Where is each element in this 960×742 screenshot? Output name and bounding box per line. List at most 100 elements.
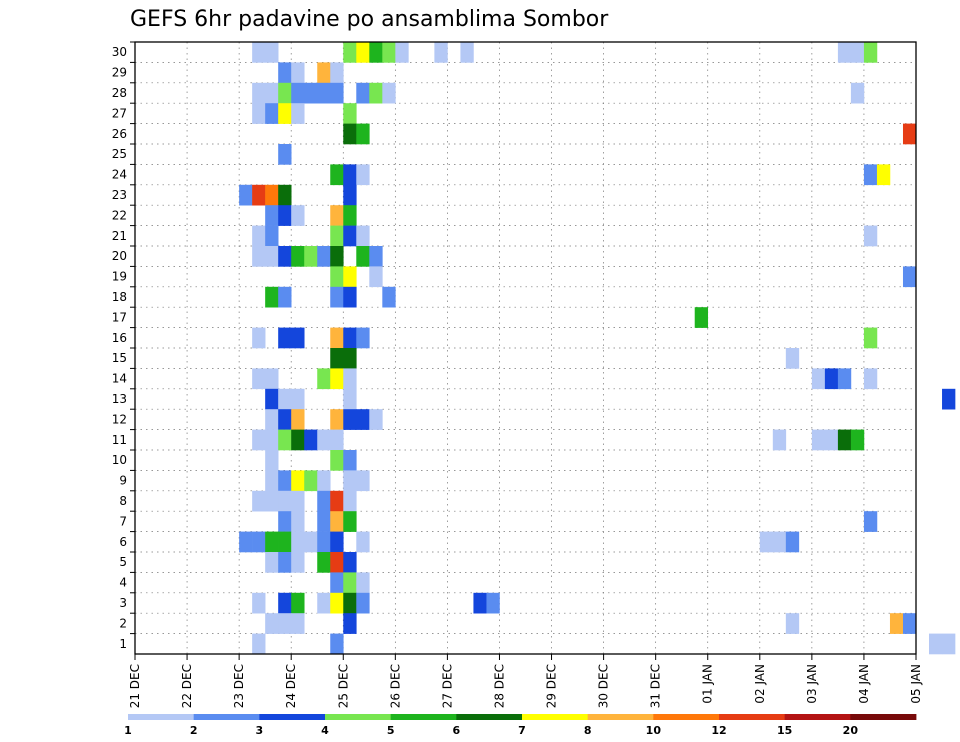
heatmap-cell (343, 552, 357, 573)
heatmap-cell (863, 511, 878, 532)
heatmap-cell (265, 246, 279, 267)
heatmap-cell (291, 470, 305, 492)
heatmap-cell (330, 592, 344, 614)
heatmap-cell (356, 531, 370, 553)
colorbar-swatch (587, 714, 654, 720)
y-tick-label: 14 (112, 372, 127, 386)
colorbar-label: 6 (453, 724, 461, 737)
heatmap-cell (265, 205, 279, 226)
heatmap-cell (330, 205, 344, 226)
heatmap-cell (252, 429, 266, 451)
heatmap-cell (304, 82, 318, 104)
colorbar-swatch (193, 714, 260, 720)
heatmap-cell (330, 286, 344, 308)
heatmap-cell (863, 164, 878, 186)
heatmap-cell (291, 511, 305, 532)
heatmap-cell (343, 42, 357, 63)
x-tick-label: 23 DEC (232, 664, 246, 708)
heatmap-cell (343, 470, 357, 492)
heatmap-cell (343, 388, 357, 410)
heatmap-cell (785, 531, 800, 553)
heatmap-cell (343, 409, 357, 430)
heatmap-cell (369, 42, 383, 63)
y-tick-label: 20 (112, 249, 127, 263)
heatmap-cell (291, 327, 305, 349)
heatmap-cell (252, 327, 266, 349)
heatmap-cell (330, 552, 344, 573)
colorbar-label: 8 (584, 724, 592, 737)
heatmap-cell (278, 613, 292, 634)
heatmap-cell (278, 409, 292, 430)
heatmap-cell (317, 592, 331, 614)
heatmap-cell (252, 82, 266, 104)
heatmap-cell (330, 327, 344, 349)
colorbar-label: 10 (646, 724, 662, 737)
heatmap-cell (343, 368, 357, 390)
colorbar-swatch (259, 714, 326, 720)
x-tick-label: 05 JAN (909, 664, 923, 704)
y-tick-label: 11 (112, 433, 127, 447)
x-axis: 21 DEC 22 DEC 23 DEC 24 DEC 25 DEC 26 DEC 27 D… (128, 654, 923, 708)
heatmap-cell (291, 409, 305, 430)
heatmap-cell (291, 552, 305, 573)
y-tick-label: 4 (119, 576, 127, 590)
heatmap-cell (343, 348, 357, 369)
heatmap-cell (252, 368, 266, 390)
x-tick-label: 02 JAN (753, 664, 767, 704)
heatmap-cell (473, 592, 487, 614)
heatmap-cell (265, 388, 279, 410)
heatmap-cell (278, 592, 292, 614)
heatmap-cell (291, 205, 305, 226)
heatmap-cell (343, 123, 357, 145)
heatmap-cell (330, 62, 344, 84)
heatmap-cell (356, 123, 370, 145)
heatmap-cell (863, 225, 878, 247)
heatmap-cell (902, 613, 917, 634)
heatmap-cell (356, 164, 370, 186)
heatmap-cell (343, 511, 357, 532)
heatmap-cell (265, 470, 279, 492)
heatmap-cell (317, 429, 331, 451)
heatmap-cell (929, 633, 943, 655)
heatmap-cell (265, 552, 279, 573)
heatmap-cell (330, 225, 344, 247)
heatmap-cell (291, 82, 305, 104)
y-tick-label: 18 (112, 290, 127, 304)
x-tick-label: 26 DEC (388, 664, 402, 708)
heatmap-cell (278, 82, 292, 104)
heatmap-cell (460, 42, 474, 63)
heatmap-cell (304, 470, 318, 492)
heatmap-cell (395, 42, 409, 63)
heatmap-cells (239, 42, 956, 655)
heatmap-cell (278, 184, 292, 206)
colorbar-swatch (325, 714, 392, 720)
y-tick-label: 12 (112, 412, 127, 426)
heatmap-cell (317, 368, 331, 390)
heatmap-cell (369, 409, 383, 430)
y-tick-label: 22 (112, 208, 127, 222)
heatmap-cell (694, 307, 709, 328)
heatmap-cell (330, 633, 344, 655)
colorbar-label: 15 (777, 724, 792, 737)
heatmap-cell (343, 184, 357, 206)
heatmap-cell (252, 246, 266, 267)
x-tick-label: 27 DEC (440, 664, 454, 708)
heatmap-cell (278, 490, 292, 512)
x-tick-label: 22 DEC (180, 664, 194, 708)
heatmap-cell (330, 409, 344, 430)
y-tick-label: 28 (112, 86, 127, 100)
colorbar-swatch (128, 714, 195, 720)
heatmap-cell (837, 42, 852, 63)
heatmap-cell (889, 613, 904, 634)
heatmap-cell (278, 103, 292, 124)
heatmap-cell (278, 286, 292, 308)
heatmap-cell (486, 592, 500, 614)
heatmap-cell (278, 62, 292, 84)
colorbar-label: 4 (321, 724, 329, 737)
heatmap-cell (252, 531, 266, 553)
heatmap-cell (278, 429, 292, 451)
x-tick-label: 04 JAN (857, 664, 871, 704)
colorbar: 1 2 3 4 5 6 7 8 10 12 15 20 (124, 714, 917, 737)
colorbar-label: 1 (124, 724, 132, 737)
heatmap-cell (265, 103, 279, 124)
